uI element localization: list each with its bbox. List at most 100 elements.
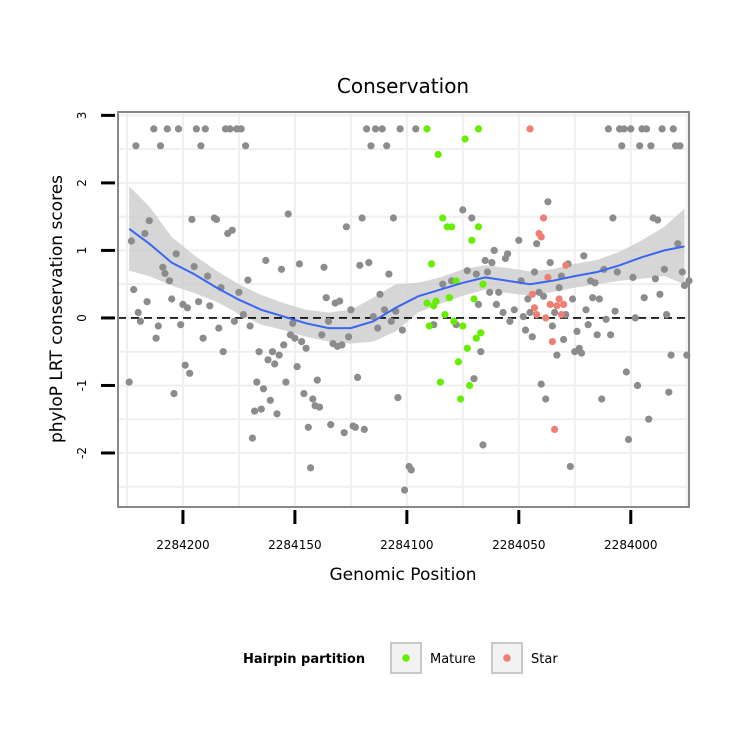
other-point xyxy=(539,292,548,300)
other-point xyxy=(678,268,686,276)
other-point xyxy=(289,319,297,327)
y-tick-label: 1 xyxy=(75,247,89,255)
other-point xyxy=(553,351,561,359)
other-point xyxy=(374,324,382,332)
y-tick-label: 2 xyxy=(75,179,89,187)
other-point xyxy=(291,334,299,342)
other-point xyxy=(197,142,205,150)
other-point xyxy=(602,315,610,323)
other-point xyxy=(266,396,274,404)
other-point xyxy=(127,237,135,245)
other-point xyxy=(396,125,404,133)
other-point xyxy=(378,125,386,133)
other-point xyxy=(309,395,317,403)
other-point xyxy=(680,281,689,290)
other-point xyxy=(251,407,259,415)
mature-point xyxy=(445,294,453,302)
other-point xyxy=(627,125,635,133)
other-point xyxy=(530,268,539,276)
other-point xyxy=(212,215,221,223)
other-point xyxy=(204,272,212,280)
other-point xyxy=(259,385,268,393)
other-point xyxy=(338,341,346,349)
other-point xyxy=(499,308,507,317)
star-point xyxy=(530,304,539,312)
other-point xyxy=(566,462,574,471)
other-point xyxy=(159,263,167,271)
other-point xyxy=(342,223,350,231)
other-point xyxy=(246,322,254,330)
other-point xyxy=(154,322,162,330)
other-point xyxy=(548,322,557,330)
series-mature xyxy=(423,125,487,403)
other-point xyxy=(387,317,395,325)
mature-point xyxy=(454,358,462,366)
other-point xyxy=(486,288,494,296)
other-point xyxy=(215,324,223,332)
other-point xyxy=(569,295,577,303)
other-point xyxy=(264,356,272,364)
other-point xyxy=(658,125,666,133)
other-point xyxy=(595,295,604,303)
other-point xyxy=(351,423,359,431)
other-point xyxy=(389,214,397,222)
other-point xyxy=(472,270,480,278)
star-point xyxy=(548,338,557,346)
legend-label-star: Star xyxy=(531,652,558,667)
mature-point xyxy=(457,395,465,403)
other-point xyxy=(495,288,503,296)
star-point xyxy=(553,302,561,310)
mature-point xyxy=(423,125,431,133)
y-tick-label: 0 xyxy=(75,314,89,322)
other-point xyxy=(506,317,514,325)
other-point xyxy=(479,441,487,449)
x-axis-title: Genomic Position xyxy=(329,565,476,585)
y-axis: -2 -1 0 1 2 3 xyxy=(75,112,115,459)
mature-point xyxy=(441,311,449,319)
other-point xyxy=(268,348,277,356)
other-point xyxy=(253,378,261,386)
other-point xyxy=(577,349,586,357)
mature-point xyxy=(427,260,436,268)
smooth-curve-line xyxy=(128,227,685,330)
other-point xyxy=(188,215,196,223)
mature-point xyxy=(474,125,483,133)
other-point xyxy=(134,308,142,317)
other-point xyxy=(629,273,637,281)
other-point xyxy=(345,333,353,341)
mature-point xyxy=(472,334,480,342)
x-tick-label: 2284000 xyxy=(604,538,657,552)
other-point xyxy=(640,294,648,302)
other-point xyxy=(295,260,303,268)
other-point xyxy=(613,268,621,276)
confidence-band-layer xyxy=(129,186,685,344)
other-point xyxy=(660,265,669,273)
mature-point xyxy=(423,299,431,307)
mature-point xyxy=(436,378,444,386)
other-point xyxy=(622,368,630,376)
other-point xyxy=(470,375,478,383)
mature-point xyxy=(432,297,440,305)
other-point xyxy=(336,297,344,305)
other-point xyxy=(201,125,209,133)
series-star xyxy=(526,125,570,433)
other-point xyxy=(439,280,447,288)
other-point xyxy=(468,214,476,222)
legend: Hairpin partition Mature Star xyxy=(243,642,558,674)
mature-point xyxy=(450,317,458,325)
other-point xyxy=(611,307,619,315)
mature-point xyxy=(434,150,442,159)
other-point xyxy=(367,142,375,150)
other-point xyxy=(257,405,265,413)
other-point xyxy=(669,125,677,133)
other-point xyxy=(277,265,286,273)
other-point xyxy=(262,256,270,265)
smooth-curve-layer xyxy=(128,227,685,330)
other-point xyxy=(474,300,483,308)
other-point xyxy=(542,395,550,403)
other-point xyxy=(273,410,281,418)
other-point xyxy=(248,434,256,442)
other-point xyxy=(383,142,391,150)
other-point xyxy=(631,314,639,322)
